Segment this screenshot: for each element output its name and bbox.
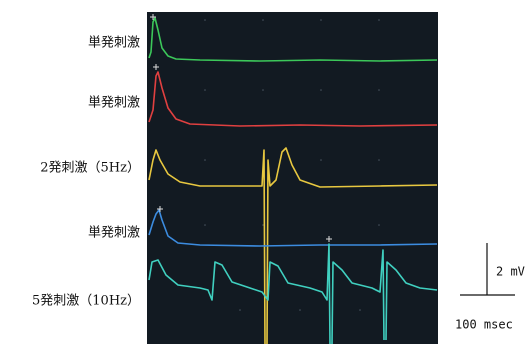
trace-label: 単発刺激 — [88, 35, 140, 51]
trace-label: 単発刺激 — [88, 225, 140, 241]
trace-label: 5発刺激（10Hz） — [32, 294, 140, 309]
figure: 単発刺激 単発刺激 2発刺激（5Hz） 単発刺激 5発刺激（10Hz） 2 mV… — [0, 0, 532, 344]
scale-amplitude: 2 mV — [496, 265, 525, 279]
recording-panel — [147, 12, 438, 344]
scale-time: 100 msec — [455, 318, 513, 332]
trace-label: 2発刺激（5Hz） — [40, 161, 140, 176]
trace-label: 単発刺激 — [88, 95, 140, 111]
